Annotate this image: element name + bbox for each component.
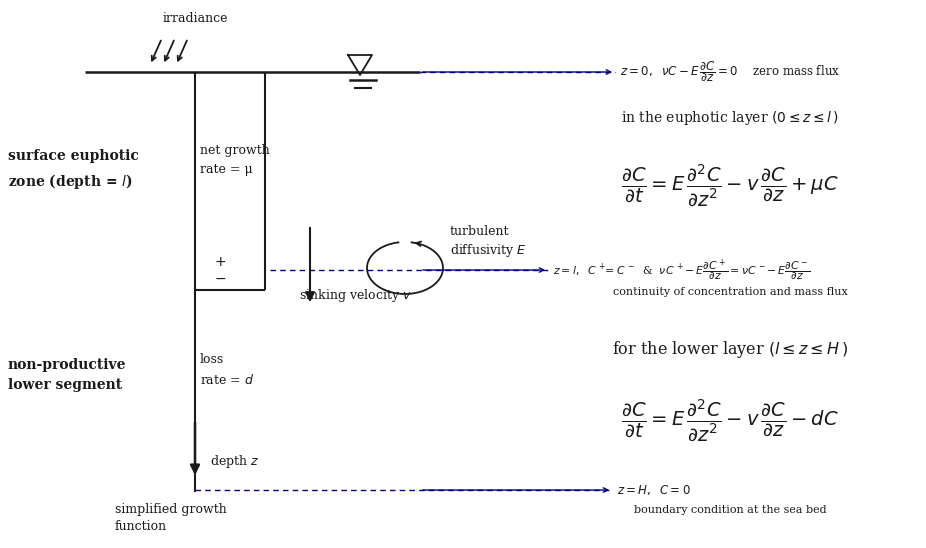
Text: $z = 0,\;\ \nu C - E\,\dfrac{\partial C}{\partial z} = 0\quad$ zero mass flux: $z = 0,\;\ \nu C - E\,\dfrac{\partial C}… [620,60,840,84]
Text: $\dfrac{\partial C}{\partial t} = E\,\dfrac{\partial^2 C}{\partial z^2} - v\,\df: $\dfrac{\partial C}{\partial t} = E\,\df… [621,397,839,443]
Text: turbulent
diffusivity $E$: turbulent diffusivity $E$ [450,225,527,259]
Text: loss
rate = $d$: loss rate = $d$ [200,353,255,387]
Text: simplified growth
function: simplified growth function [115,503,227,534]
Text: in the euphotic layer $(0 \leq z \leq l\,)$: in the euphotic layer $(0 \leq z \leq l\… [621,109,839,127]
Text: $+$: $+$ [214,255,226,269]
Text: boundary condition at the sea bed: boundary condition at the sea bed [633,505,826,515]
Text: irradiance: irradiance [162,12,228,25]
Text: $-$: $-$ [214,271,226,285]
Text: non-productive
lower segment: non-productive lower segment [8,358,127,392]
Text: $\dfrac{\partial C}{\partial t} = E\,\dfrac{\partial^2 C}{\partial z^2} - v\,\df: $\dfrac{\partial C}{\partial t} = E\,\df… [621,162,839,208]
Text: continuity of concentration and mass flux: continuity of concentration and mass flu… [613,287,847,297]
Text: depth $z$: depth $z$ [210,454,259,471]
Text: surface euphotic
zone (depth = $l$): surface euphotic zone (depth = $l$) [8,149,139,191]
Text: $z = l,\;\ C^{\,+}\!\!=C^{\,-}$  &  $\nu C^{\,+}\!-E\dfrac{\partial C^+}{\partia: $z = l,\;\ C^{\,+}\!\!=C^{\,-}$ & $\nu C… [553,257,810,283]
Text: $z = H,\;\ C = 0$: $z = H,\;\ C = 0$ [617,483,691,497]
Text: for the lower layer $(l \leq z \leq H\,)$: for the lower layer $(l \leq z \leq H\,)… [612,340,848,361]
Text: net growth
rate = μ: net growth rate = μ [200,144,269,176]
Text: sinking velocity $v$: sinking velocity $v$ [299,287,411,304]
